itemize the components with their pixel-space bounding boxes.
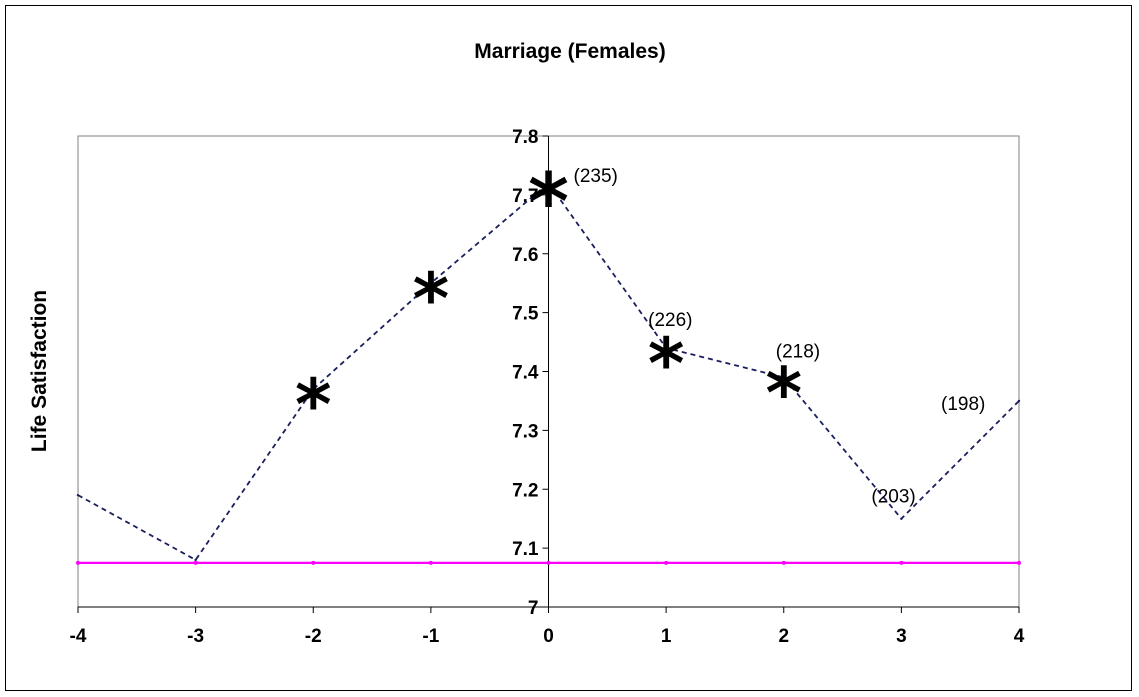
x-tick-label: 4 [1014,626,1025,647]
data-point [547,181,550,185]
data-point [900,517,903,520]
y-tick-label: 7.6 [512,245,538,266]
data-point [76,560,80,565]
markers-layer: * * * * * [295,158,802,446]
y-axis-label: Life Satisfaction [28,290,51,452]
data-point [782,376,785,379]
data-point [546,560,551,565]
sample-size-label: (203) [871,487,915,508]
sample-size-label: (235) [574,166,618,187]
series-line-1 [77,181,1020,562]
data-point [193,560,198,565]
data-point [664,346,668,350]
y-tick-label: 7.1 [512,539,539,560]
series-layer [76,181,1021,565]
sample-size-label: (226) [648,310,692,331]
x-tick-label: -1 [422,626,439,647]
x-tick-label: 0 [543,626,554,647]
data-point [1017,560,1021,565]
y-tick-label: 7.3 [512,421,538,442]
sample-size-label: (218) [776,341,820,362]
data-point [429,281,433,285]
data-point [311,560,316,565]
y-tick-label: 7.2 [512,480,538,501]
data-point [664,560,669,565]
x-tick-label: -2 [305,626,322,647]
x-tick-label: -3 [187,626,204,647]
x-tick-label: 1 [661,626,672,647]
data-point [428,560,433,565]
data-point [312,387,315,391]
sample-size-label: (198) [941,394,985,415]
significance-marker: * [648,323,685,405]
chart-title: Marriage (Females) [474,40,665,63]
axes: -4 -3 -2 -1 0 1 2 3 4 7 7.1 7.2 7.3 7.4 7.5 7.6 7.7 7.8 [70,127,1025,647]
significance-marker: * [528,158,569,248]
data-point [781,560,786,565]
data-point [899,560,904,565]
data-point [76,493,80,497]
y-tick-label: 7 [528,598,539,619]
data-point [1017,399,1021,403]
significance-marker: * [295,364,332,446]
y-tick-label: 7.7 [512,186,538,207]
y-tick-label: 7.5 [512,304,539,325]
annotations-layer: (235) (226) (218) (203) (198) [574,166,986,508]
y-tick-label: 7.4 [512,363,539,384]
x-tick-label: 3 [896,626,907,647]
x-tick-label: -4 [70,626,87,647]
chart-frame [5,5,1132,691]
x-tick-label: 2 [778,626,789,647]
data-point [194,558,197,562]
y-tick-label: 7.8 [512,127,538,148]
significance-marker: * [413,258,450,340]
significance-marker: * [765,352,802,434]
